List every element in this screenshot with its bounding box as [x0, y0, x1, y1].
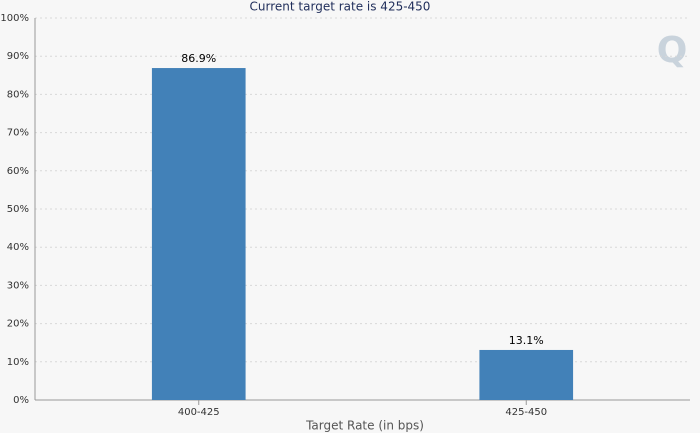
- y-tick-label: 70%: [7, 128, 29, 139]
- y-tick-label: 30%: [7, 280, 29, 291]
- y-tick-label: 80%: [7, 89, 29, 100]
- bar: [151, 68, 246, 401]
- y-tick-label: 20%: [7, 319, 29, 330]
- y-tick-label: 50%: [7, 204, 29, 215]
- x-tick-label: 400-425: [178, 407, 220, 418]
- data-label: 13.1%: [509, 334, 544, 347]
- chart-title: Current target rate is 425-450: [250, 0, 431, 14]
- data-label: 86.9%: [181, 52, 216, 65]
- bar: [479, 349, 574, 400]
- y-tick-label: 100%: [0, 13, 29, 24]
- y-tick-label: 40%: [7, 242, 29, 253]
- x-axis-label: Target Rate (in bps): [305, 419, 424, 433]
- logo: Q: [657, 30, 688, 71]
- x-tick-label: 425-450: [505, 407, 547, 418]
- y-tick-label: 90%: [7, 51, 29, 62]
- y-tick-label: 60%: [7, 166, 29, 177]
- y-tick-label: 0%: [13, 395, 29, 406]
- y-tick-label: 10%: [7, 357, 29, 368]
